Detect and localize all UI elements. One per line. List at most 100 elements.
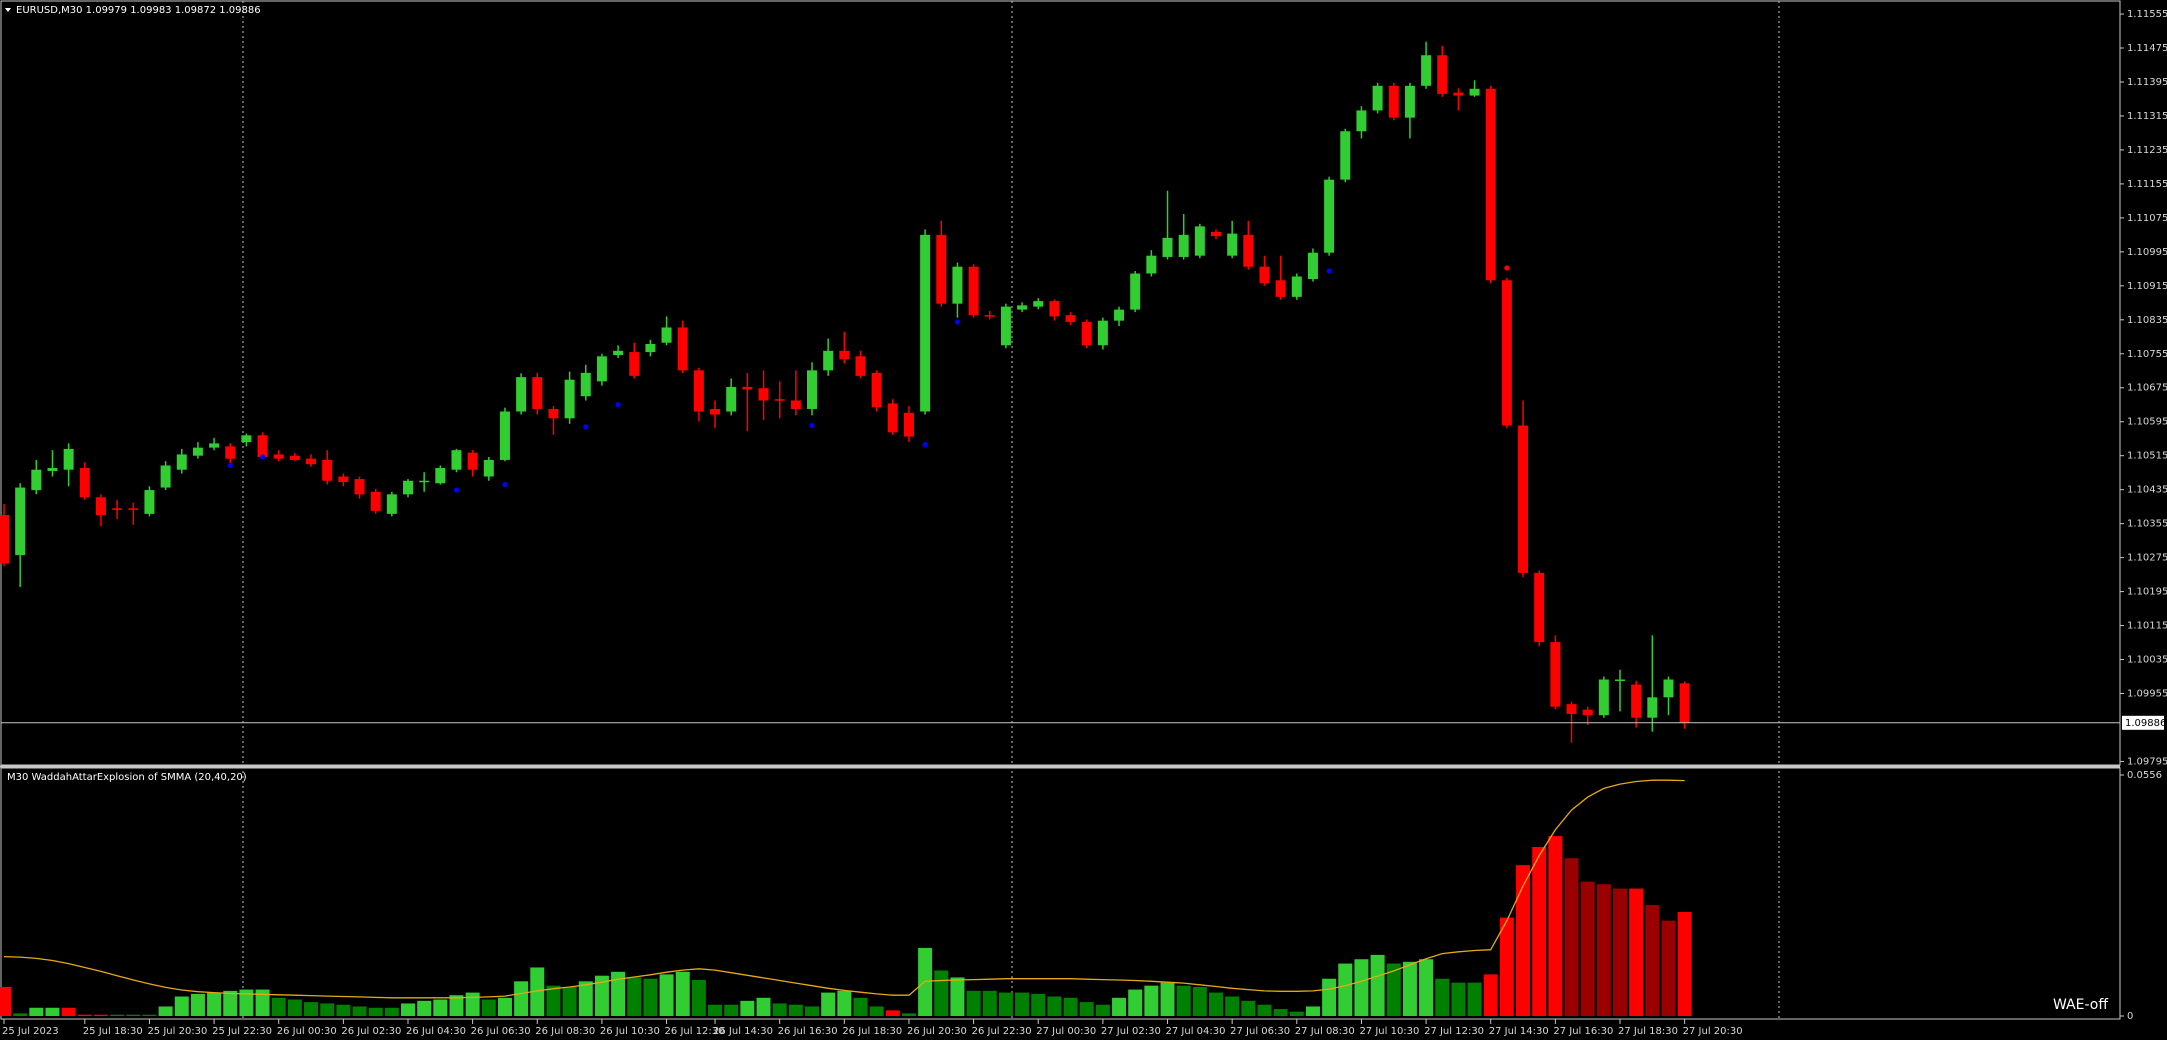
y-tick-label: 1.10355 <box>2127 519 2167 530</box>
y-tick-label: 1.10435 <box>2127 485 2167 496</box>
candle-body <box>1194 226 1205 256</box>
histogram-bar <box>982 990 997 1016</box>
candle-body <box>710 408 721 415</box>
candle-body <box>903 412 914 437</box>
histogram-bar <box>1273 1009 1288 1016</box>
last-price-label: 1.09886 <box>2125 718 2166 729</box>
candle-body <box>338 476 349 483</box>
x-tick-label: 26 Jul 00:30 <box>277 1026 337 1037</box>
x-tick-label: 27 Jul 08:30 <box>1295 1026 1355 1037</box>
candle-body <box>726 386 737 412</box>
histogram-bar <box>869 1006 884 1016</box>
histogram-bar <box>142 1014 157 1016</box>
histogram-bar <box>530 967 545 1016</box>
candle-body <box>1534 572 1545 643</box>
histogram-bar <box>465 992 480 1016</box>
candle-body <box>742 386 753 390</box>
signal-dot <box>1504 265 1510 271</box>
candle-body <box>1615 679 1625 681</box>
y-tick-label: 1.10915 <box>2127 281 2167 292</box>
candle-body <box>354 479 365 495</box>
candle-body <box>677 327 688 371</box>
candle-body <box>419 480 430 483</box>
histogram-bar <box>853 997 868 1016</box>
y-tick-label: 1.10035 <box>2127 655 2167 666</box>
histogram-bar <box>934 970 949 1016</box>
candle-body <box>1307 252 1318 280</box>
x-tick-label: 26 Jul 02:30 <box>341 1026 401 1037</box>
x-tick-label: 26 Jul 18:30 <box>842 1026 902 1037</box>
candle-body <box>936 234 947 304</box>
histogram-bar <box>255 989 270 1016</box>
candle-body <box>1631 684 1642 718</box>
candle-body <box>1663 679 1674 698</box>
histogram-bar <box>320 1003 335 1016</box>
histogram-bar <box>1386 963 1401 1016</box>
last-price-tag <box>2122 715 2164 730</box>
histogram-bar <box>594 975 609 1016</box>
histogram-bar <box>1596 884 1611 1016</box>
candle-body <box>1340 131 1351 180</box>
histogram-bar <box>514 981 529 1016</box>
histogram-bar <box>740 1000 755 1016</box>
histogram-bar <box>126 1014 141 1016</box>
histogram-bar <box>190 993 205 1016</box>
candle-body <box>1081 321 1092 346</box>
histogram-bar <box>1144 985 1159 1016</box>
y-tick-label: 1.11555 <box>2127 9 2167 20</box>
histogram-bar <box>1564 858 1579 1016</box>
y-tick-label: 1.10835 <box>2127 315 2167 326</box>
candle-body <box>1211 231 1221 237</box>
histogram-bar <box>837 990 852 1016</box>
signal-dot <box>615 402 621 408</box>
candle-body <box>128 508 139 510</box>
candle-body <box>1146 255 1157 274</box>
histogram-bar <box>708 1004 723 1016</box>
candle-body <box>1518 425 1529 573</box>
histogram-bar <box>1532 846 1547 1016</box>
y-tick-label: 1.10195 <box>2127 587 2167 598</box>
candle-body <box>1097 320 1108 346</box>
x-tick-label: 26 Jul 20:30 <box>907 1026 967 1037</box>
histogram-bar <box>1192 986 1207 1016</box>
explosion-line <box>3 779 1685 999</box>
candle-body <box>289 455 300 460</box>
histogram-bar <box>1209 992 1223 1016</box>
histogram-bar <box>13 1013 28 1016</box>
x-tick-label: 27 Jul 16:30 <box>1553 1026 1613 1037</box>
histogram-bar <box>691 980 706 1016</box>
candle-body <box>1130 273 1141 310</box>
histogram-bar <box>239 989 254 1016</box>
y-tick-label: 1.10275 <box>2127 553 2167 564</box>
candle-body <box>1017 305 1028 310</box>
candle-body <box>758 388 769 401</box>
histogram-bar <box>207 992 222 1016</box>
x-tick-label: 27 Jul 10:30 <box>1359 1026 1419 1037</box>
histogram-bar <box>1257 1004 1272 1016</box>
histogram-bar <box>352 1006 367 1016</box>
histogram-bar <box>449 995 464 1016</box>
histogram-bar <box>1370 954 1385 1016</box>
x-tick-label: 26 Jul 14:30 <box>713 1026 773 1037</box>
x-tick-label: 26 Jul 22:30 <box>972 1026 1032 1037</box>
y-tick-label: 1.11075 <box>2127 213 2167 224</box>
candle-body <box>63 448 74 470</box>
candle-body <box>774 399 785 401</box>
signal-dot <box>453 487 460 493</box>
candle-body <box>1453 92 1464 96</box>
x-tick-label: 26 Jul 10:30 <box>600 1026 660 1037</box>
histogram-bar <box>1241 1000 1256 1016</box>
histogram-bar <box>1677 911 1692 1016</box>
y-tick-label: 1.09955 <box>2127 689 2167 700</box>
candle-body <box>95 497 106 516</box>
candle-body <box>1582 709 1593 716</box>
histogram-bar <box>368 1007 383 1016</box>
candle-body <box>532 377 543 409</box>
symbol-menu-arrow[interactable] <box>5 8 11 12</box>
candle-body <box>920 234 931 412</box>
histogram-bar <box>1063 997 1078 1016</box>
candle-body <box>322 459 333 481</box>
histogram-bar <box>950 977 965 1016</box>
histogram-bar <box>336 1004 351 1016</box>
